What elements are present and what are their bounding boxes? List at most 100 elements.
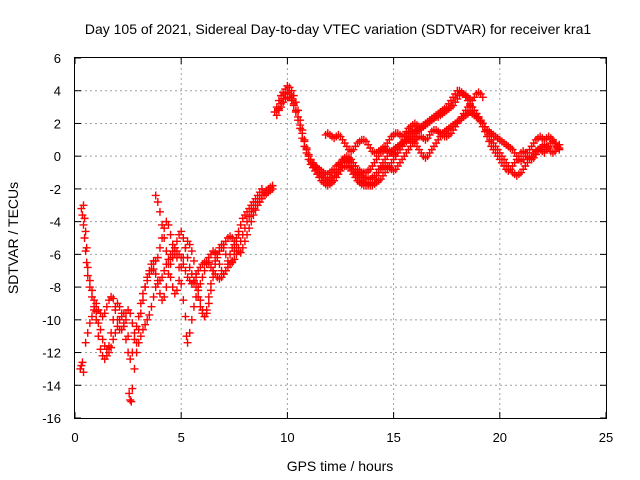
data-point bbox=[82, 243, 91, 252]
data-point bbox=[181, 243, 190, 252]
data-point bbox=[125, 389, 134, 398]
data-point bbox=[85, 276, 94, 285]
data-point bbox=[85, 319, 94, 328]
y-tick-label: -8 bbox=[49, 280, 61, 295]
data-point bbox=[189, 276, 198, 285]
data-point bbox=[147, 302, 156, 311]
data-point bbox=[155, 207, 164, 216]
data-point bbox=[172, 286, 181, 295]
y-tick-label: -2 bbox=[49, 182, 61, 197]
data-point bbox=[177, 227, 186, 236]
chart-title: Day 105 of 2021, Sidereal Day-to-day VTE… bbox=[85, 21, 591, 37]
data-point bbox=[92, 315, 101, 324]
data-point bbox=[80, 234, 89, 242]
data-point bbox=[289, 99, 298, 108]
data-point bbox=[136, 332, 145, 341]
data-point bbox=[185, 263, 194, 272]
data-point bbox=[277, 99, 286, 108]
data-point bbox=[249, 211, 258, 220]
data-point bbox=[127, 397, 136, 406]
data-point bbox=[80, 214, 89, 223]
data-point bbox=[83, 271, 92, 280]
y-tick-label: 2 bbox=[54, 116, 61, 131]
data-point bbox=[160, 266, 169, 275]
data-point bbox=[162, 247, 171, 256]
data-point bbox=[143, 315, 152, 324]
data-series bbox=[338, 86, 487, 177]
data-point bbox=[272, 111, 281, 120]
data-point bbox=[181, 312, 190, 321]
data-point bbox=[172, 237, 181, 246]
data-point bbox=[104, 342, 113, 350]
data-point bbox=[145, 266, 154, 275]
data-point bbox=[185, 240, 194, 249]
x-axis-label: GPS time / hours bbox=[287, 458, 394, 474]
data-point bbox=[102, 351, 111, 360]
data-point bbox=[219, 243, 228, 252]
data-point bbox=[291, 106, 300, 115]
data-point bbox=[126, 396, 135, 404]
data-point bbox=[187, 315, 196, 324]
data-point bbox=[94, 332, 103, 341]
data-point bbox=[179, 234, 188, 242]
data-point bbox=[198, 306, 207, 314]
data-point bbox=[126, 309, 135, 318]
data-point bbox=[141, 320, 150, 329]
data-point bbox=[153, 198, 162, 206]
data-point bbox=[274, 104, 283, 113]
data-point bbox=[236, 220, 245, 229]
data-point bbox=[211, 260, 220, 269]
data-point bbox=[230, 247, 239, 256]
data-point bbox=[179, 296, 188, 305]
data-point bbox=[149, 265, 158, 274]
data-point bbox=[240, 237, 249, 246]
data-point bbox=[134, 312, 143, 321]
x-tick-label: 15 bbox=[386, 430, 400, 445]
data-point bbox=[196, 296, 205, 305]
y-tick-label: -10 bbox=[42, 313, 61, 328]
data-point bbox=[234, 230, 243, 239]
data-point bbox=[194, 283, 203, 292]
data-point bbox=[257, 184, 266, 193]
data-point bbox=[168, 283, 177, 292]
data-point bbox=[221, 266, 230, 275]
plot-frame bbox=[74, 57, 607, 419]
grid-lines bbox=[75, 58, 606, 418]
data-point bbox=[117, 309, 126, 318]
data-point bbox=[111, 306, 120, 314]
data-point bbox=[141, 283, 150, 292]
data-point bbox=[209, 273, 218, 282]
data-point bbox=[485, 137, 494, 146]
data-point bbox=[153, 253, 162, 262]
data-point bbox=[132, 322, 141, 331]
data-point bbox=[200, 266, 209, 275]
data-point bbox=[243, 230, 252, 239]
data-point bbox=[121, 335, 130, 344]
data-point bbox=[96, 345, 105, 354]
data-point bbox=[287, 94, 296, 103]
data-point bbox=[96, 325, 105, 334]
data-point bbox=[155, 243, 164, 252]
axis-ticks: 0 5 10 15 20 25 -16 -14 -12 -10 -8 -6 -4 -2 0 2 4 6 bbox=[42, 51, 613, 445]
data-point bbox=[204, 299, 213, 308]
data-point bbox=[298, 129, 307, 138]
data-point bbox=[119, 322, 128, 331]
data-point bbox=[192, 270, 201, 278]
x-tick-label: 20 bbox=[493, 430, 507, 445]
y-tick-label: -4 bbox=[49, 215, 61, 230]
data-point bbox=[151, 270, 160, 278]
data-point bbox=[136, 299, 145, 308]
data-point bbox=[164, 260, 173, 269]
data-point bbox=[304, 152, 313, 161]
data-point bbox=[82, 258, 91, 267]
data-point bbox=[478, 93, 487, 102]
data-point bbox=[198, 273, 207, 282]
data-point bbox=[107, 328, 116, 337]
data-point bbox=[175, 276, 184, 285]
y-tick-label: 6 bbox=[54, 51, 61, 66]
data-point bbox=[232, 237, 241, 246]
data-point bbox=[83, 263, 92, 272]
data-point bbox=[170, 243, 179, 252]
data-point bbox=[166, 230, 175, 239]
